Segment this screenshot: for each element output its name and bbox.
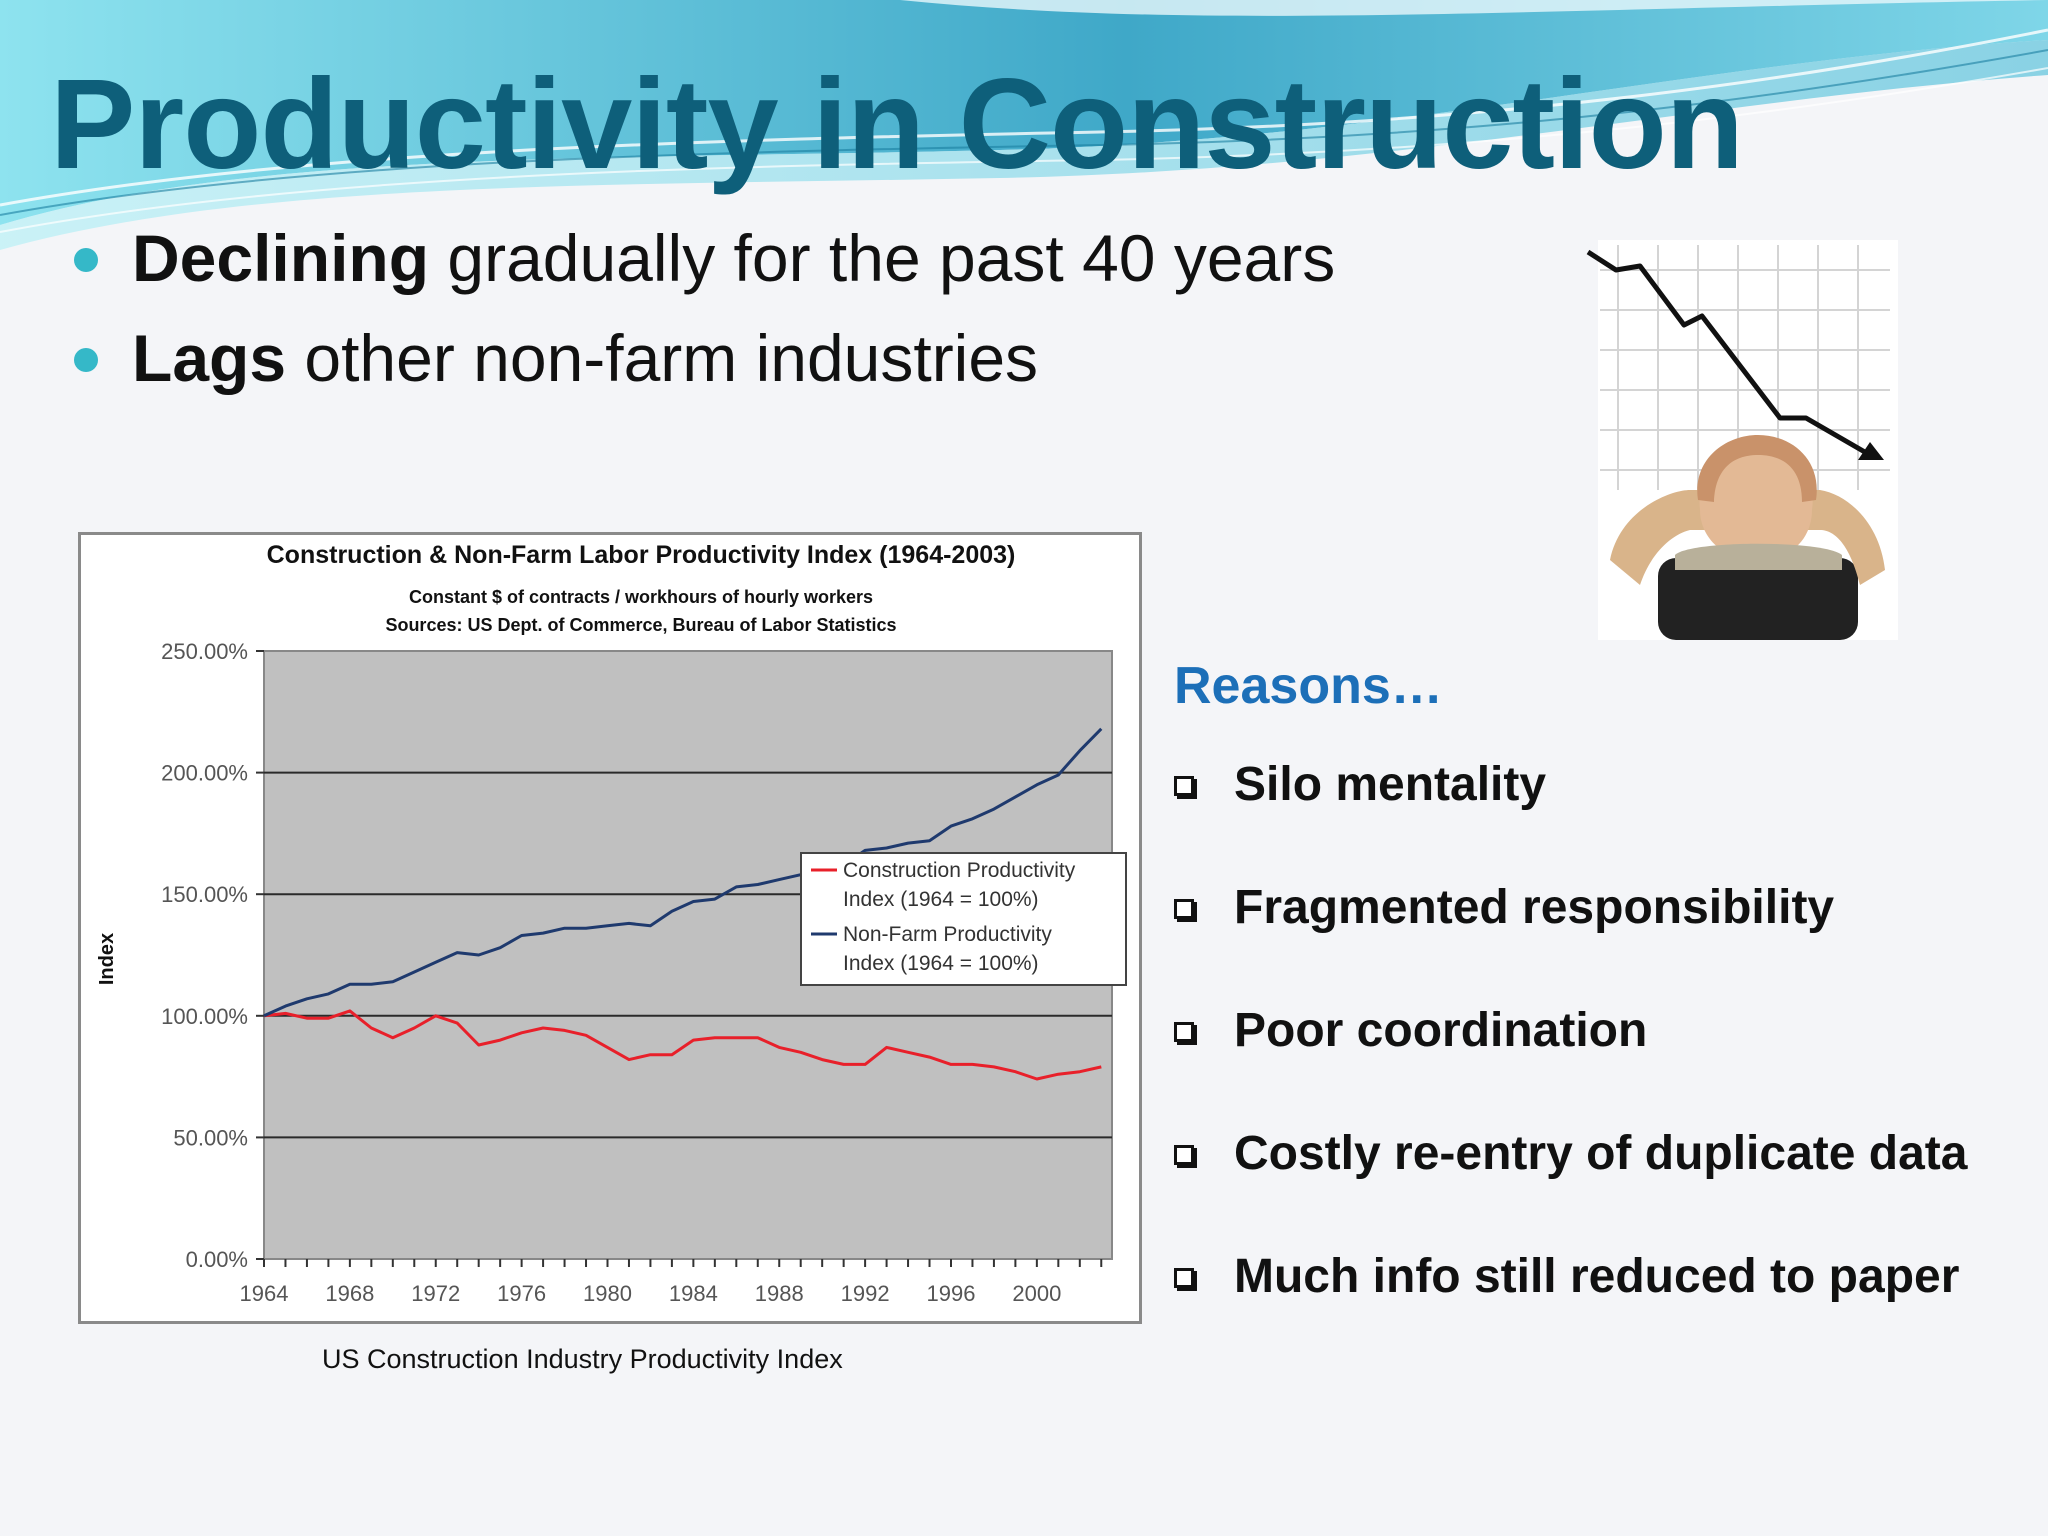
series-line-nonfarm [263,727,1103,1018]
x-tick-label: 1996 [927,1281,976,1306]
bullet-dot-icon [74,348,98,372]
reasons-list: Silo mentality Fragmented responsibility… [1172,748,1967,1363]
y-tick-label: 0.00% [186,1247,248,1272]
legend-entry-construction-line1: Construction Productivity [843,859,1076,882]
legend-entry-nonfarm-line2: Index (1964 = 100%) [843,952,1039,975]
bullet-item: Lags other non-farm industries [72,318,1335,418]
reason-text: Poor coordination [1234,1004,1648,1057]
background-wave-decoration [0,0,2048,250]
x-tick-label: 2000 [1012,1281,1061,1306]
reason-item: Much info still reduced to paper [1172,1240,1967,1363]
checkbox-bullet-icon [1174,899,1194,919]
chart-legend: Construction Productivity Index (1964 = … [800,852,1127,986]
declining-chart-man-illustration [1586,240,1898,640]
slide-title: Productivity in Construction [50,53,1744,196]
reason-item: Costly re-entry of duplicate data [1172,1117,1967,1240]
reason-item: Silo mentality [1172,748,1967,871]
chart-title: Construction & Non-Farm Labor Productivi… [267,541,1016,569]
bullet-dot-icon [74,248,98,272]
checkbox-bullet-icon [1174,1268,1194,1288]
x-tick-label: 1976 [497,1281,546,1306]
reason-text: Much info still reduced to paper [1234,1250,1960,1303]
bullet-text: other non-farm industries [286,321,1039,395]
checkbox-bullet-icon [1174,1022,1194,1042]
reason-item: Fragmented responsibility [1172,871,1967,994]
bullet-item: Declining gradually for the past 40 year… [72,218,1335,318]
reason-text: Silo mentality [1234,758,1547,811]
y-tick-label: 200.00% [161,761,248,786]
x-tick-label: 1984 [669,1281,718,1306]
reason-item: Poor coordination [1172,994,1967,1117]
bullet-bold-text: Lags [132,321,287,395]
y-tick-label: 50.00% [173,1125,248,1150]
y-tick-label: 250.00% [161,639,248,664]
x-tick-label: 1964 [240,1281,289,1306]
x-tick-label: 1968 [325,1281,374,1306]
chart-canvas: Construction & Non-Farm Labor Productivi… [96,541,1127,1306]
productivity-chart: Construction & Non-Farm Labor Productivi… [78,532,1142,1324]
x-tick-label: 1972 [411,1281,460,1306]
checkbox-bullet-icon [1174,1145,1194,1165]
bullet-text: gradually for the past 40 years [429,221,1336,295]
legend-entry-construction-line2: Index (1964 = 100%) [843,888,1039,911]
series-line-construction [263,1009,1102,1081]
checkbox-bullet-icon [1174,776,1194,796]
x-tick-label: 1992 [841,1281,890,1306]
x-tick-label: 1988 [755,1281,804,1306]
y-axis-label: Index [96,933,118,985]
legend-entry-nonfarm-line1: Non-Farm Productivity [843,923,1052,946]
y-tick-label: 150.00% [161,882,248,907]
bullet-list: Declining gradually for the past 40 year… [72,218,1335,418]
x-tick-label: 1980 [583,1281,632,1306]
reasons-heading: Reasons… [1174,657,1443,715]
reason-text: Fragmented responsibility [1234,881,1835,934]
chart-subtitle: Constant $ of contracts / workhours of h… [409,587,873,607]
reason-text: Costly re-entry of duplicate data [1234,1127,1968,1180]
bullet-bold-text: Declining [132,221,430,295]
y-tick-label: 100.00% [161,1004,248,1029]
chart-caption: US Construction Industry Productivity In… [322,1344,843,1374]
chart-source: Sources: US Dept. of Commerce, Bureau of… [385,615,896,635]
